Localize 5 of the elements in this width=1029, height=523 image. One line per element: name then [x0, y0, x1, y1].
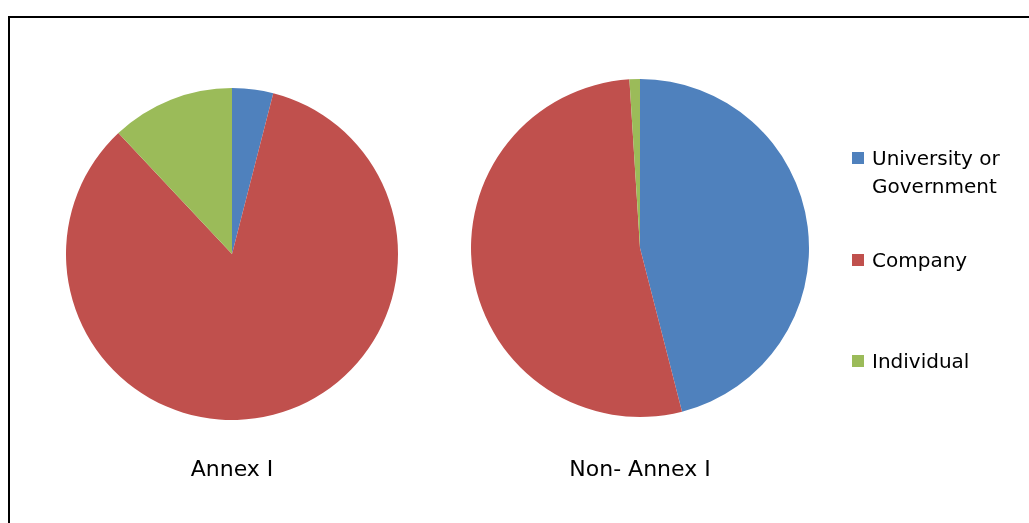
legend-label: Company [872, 248, 968, 272]
slice-label: Non- Annex I [569, 456, 711, 481]
legend-label: Individual [872, 349, 970, 373]
slice-label: Annex I [190, 456, 274, 481]
legend-label: University or Government [872, 146, 1001, 198]
